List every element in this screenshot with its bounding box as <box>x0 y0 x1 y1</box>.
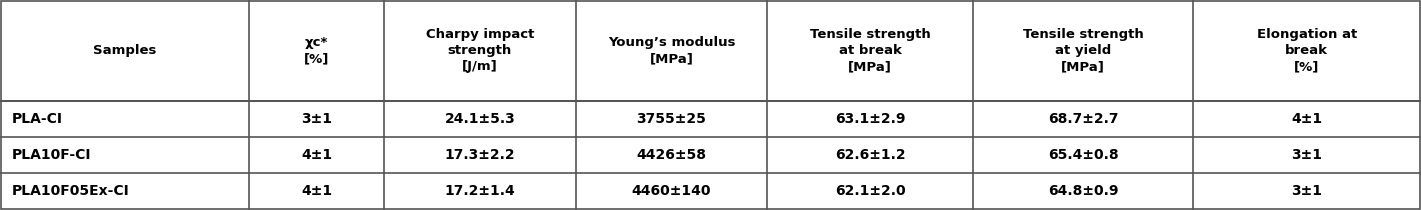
Text: 4±1: 4±1 <box>1292 112 1323 126</box>
Text: 68.7±2.7: 68.7±2.7 <box>1047 112 1118 126</box>
Text: Charpy impact
strength
[J/m]: Charpy impact strength [J/m] <box>426 28 534 73</box>
Text: 3±1: 3±1 <box>301 112 333 126</box>
Text: 24.1±5.3: 24.1±5.3 <box>445 112 516 126</box>
Text: 64.8±0.9: 64.8±0.9 <box>1047 184 1118 198</box>
Text: Samples: Samples <box>94 44 156 57</box>
Text: 17.3±2.2: 17.3±2.2 <box>445 148 516 162</box>
Text: 3±1: 3±1 <box>1292 148 1322 162</box>
Text: 62.1±2.0: 62.1±2.0 <box>836 184 905 198</box>
Text: 4460±140: 4460±140 <box>632 184 712 198</box>
Text: 4±1: 4±1 <box>301 148 333 162</box>
Text: 17.2±1.4: 17.2±1.4 <box>445 184 516 198</box>
Text: PLA10F05Ex-CI: PLA10F05Ex-CI <box>11 184 129 198</box>
Text: 3±1: 3±1 <box>1292 184 1322 198</box>
Text: 4±1: 4±1 <box>301 184 333 198</box>
Text: Tensile strength
at break
[MPa]: Tensile strength at break [MPa] <box>810 28 931 73</box>
Text: Young’s modulus
[MPa]: Young’s modulus [MPa] <box>608 36 735 65</box>
Text: 65.4±0.8: 65.4±0.8 <box>1047 148 1118 162</box>
Text: PLA-CI: PLA-CI <box>11 112 63 126</box>
Text: Tensile strength
at yield
[MPa]: Tensile strength at yield [MPa] <box>1023 28 1144 73</box>
Text: PLA10F-CI: PLA10F-CI <box>11 148 91 162</box>
Text: Elongation at
break
[%]: Elongation at break [%] <box>1256 28 1357 73</box>
Text: 62.6±1.2: 62.6±1.2 <box>836 148 905 162</box>
Text: 4426±58: 4426±58 <box>637 148 706 162</box>
Text: 3755±25: 3755±25 <box>637 112 706 126</box>
Text: 63.1±2.9: 63.1±2.9 <box>836 112 905 126</box>
Text: χc*
[%]: χc* [%] <box>304 36 330 65</box>
